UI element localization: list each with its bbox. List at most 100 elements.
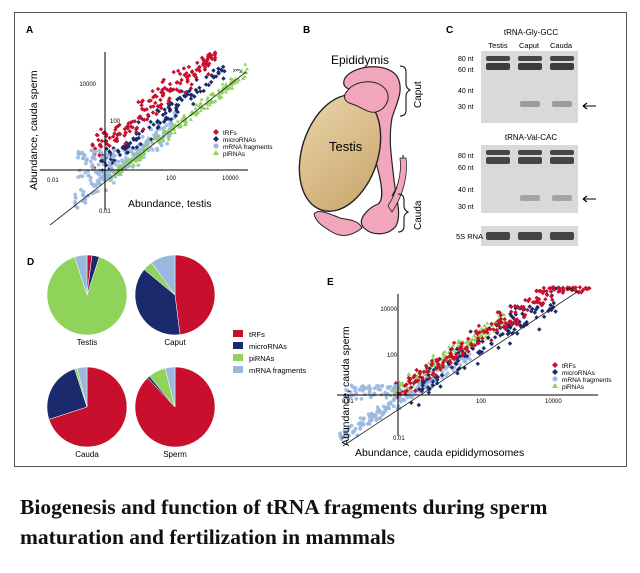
panel-e-point-mrna — [351, 430, 356, 435]
panel-a-x-tick-0.01: 0.01 — [47, 178, 59, 184]
panel-a-point-mir — [221, 64, 226, 69]
blot1-band-80nt — [518, 56, 542, 61]
panel-e-x-tick-100: 100 — [476, 399, 487, 405]
panel-a-point-pirna — [217, 93, 222, 97]
panel-a-point-trf — [114, 136, 119, 141]
panel-e-point-mrna — [378, 387, 383, 392]
panel-a-point-trf — [150, 88, 155, 94]
panel-a-point-mir — [181, 93, 187, 98]
panel-a-point-trf — [160, 87, 165, 92]
panel-a-point-mrna — [145, 139, 150, 144]
panel-a-point-mrna — [105, 169, 110, 174]
loading-control-label: 5S RNA — [456, 232, 483, 241]
panel-a-y-tick-100: 100 — [110, 119, 121, 125]
panel-e-point-mrna — [349, 423, 354, 428]
panel-a-point-pirna — [235, 80, 240, 84]
panel-a-point-trf — [177, 71, 183, 77]
panel-e-point-trf — [414, 379, 420, 384]
legend-a-pirna-marker — [213, 150, 219, 155]
panel-a-point-trf — [155, 104, 161, 109]
blot1-gel — [481, 51, 578, 123]
panel-a-point-pirna — [243, 70, 248, 74]
panel-e-point-mrna — [358, 416, 363, 420]
panel-e-point-pirna — [464, 340, 469, 344]
panel-a-point-trf — [115, 124, 121, 129]
panel-e-scatter — [338, 285, 592, 441]
panel-a-point-pirna — [131, 162, 136, 167]
panel-a-point-pirna — [198, 108, 203, 113]
panel-a-point-pirna — [119, 164, 124, 168]
panel-a-point-trf — [159, 102, 164, 107]
panel-e-point-mir — [420, 380, 425, 386]
panel-e-point-mir — [512, 327, 517, 332]
panel-a-point-mrna — [96, 189, 100, 194]
panel-a-point-pirna — [158, 139, 163, 144]
panel-a-point-mrna — [150, 148, 155, 152]
blot1-band-70nt — [550, 63, 574, 70]
panel-e-point-mrna — [349, 383, 354, 388]
panel-e-point-trf — [556, 289, 561, 294]
panel-e-point-mir — [515, 331, 520, 336]
panel-a-point-trf — [113, 127, 118, 132]
panel-e-point-mir — [455, 371, 460, 376]
panel-a-point-trf — [99, 144, 104, 149]
panel-a-point-mrna — [76, 149, 81, 154]
panel-e-point-trf — [466, 349, 471, 354]
panel-a-point-mrna — [83, 200, 88, 205]
panel-e-point-mir — [481, 346, 486, 351]
panel-e-point-trf — [417, 371, 422, 376]
legend-d-trf-label: tRFs — [249, 330, 265, 339]
panel-e-point-trf — [489, 338, 494, 343]
panel-e-point-mrna — [451, 369, 456, 373]
panel-e-point-pirna — [456, 338, 461, 343]
panel-a-origin-tick: 0.01 — [99, 209, 111, 215]
panel-e-point-trf — [406, 378, 412, 384]
panel-a-point-mir — [157, 120, 163, 126]
panel-e-point-mrna — [397, 398, 402, 403]
panel-a-point-trf — [160, 79, 165, 85]
panel-e-point-mir — [551, 300, 556, 306]
panel-a-point-pirna — [179, 118, 184, 122]
panel-a-point-mir — [198, 89, 203, 94]
panel-e-point-trf — [476, 336, 481, 341]
legend-a-mrna-marker — [213, 143, 219, 149]
panel-a-point-mir — [134, 136, 139, 142]
panel-a-point-trf — [176, 68, 181, 74]
panel-a-point-pirna — [142, 147, 146, 151]
panel-a-point-mir — [163, 116, 168, 122]
panel-e-point-mrna — [440, 370, 445, 374]
panel-a-point-mir — [98, 158, 104, 164]
panel-a-point-pirna — [169, 131, 174, 135]
panel-e-y-tick-100: 100 — [387, 353, 398, 359]
panel-e-point-trf — [427, 376, 432, 381]
panel-a-point-mrna — [110, 155, 115, 160]
lane-label-cauda: Cauda — [550, 41, 573, 50]
panel-a-point-trf — [142, 107, 147, 113]
panel-a-point-pirna — [127, 162, 132, 167]
panel-e-point-mir — [419, 388, 425, 394]
panel-a-point-pirna — [183, 122, 188, 126]
panel-a-point-trf — [97, 142, 103, 147]
panel-e-point-pirna — [472, 337, 477, 342]
panel-e-point-trf — [472, 343, 478, 348]
lane-label-testis: Testis — [488, 41, 507, 50]
legend-a-trf-marker — [213, 129, 219, 135]
panel-e-point-mir — [553, 309, 558, 314]
panel-a-point-mir — [161, 119, 167, 124]
panel-a-point-mir — [185, 92, 190, 97]
panel-e-point-trf — [587, 286, 592, 291]
panel-e-point-mir — [475, 361, 480, 367]
panel-e-point-mir — [417, 387, 422, 392]
panel-e-point-mrna — [393, 394, 398, 399]
pie-slice-sperm-mrna — [164, 366, 176, 408]
panel-e-point-pirna — [435, 368, 440, 372]
panel-a-point-mrna — [92, 151, 97, 155]
panel-a-point-mir — [174, 108, 179, 113]
panel-d-pies — [46, 254, 216, 448]
blot2-marker-40: 40 nt — [458, 187, 474, 194]
legend-e-mrna-marker — [552, 376, 558, 382]
blot1-band-70nt — [518, 63, 542, 70]
panel-e-point-trf — [544, 292, 550, 297]
panel-a-point-trf — [122, 126, 127, 132]
panel-a-x-axis-label: Abundance, testis — [128, 198, 211, 210]
